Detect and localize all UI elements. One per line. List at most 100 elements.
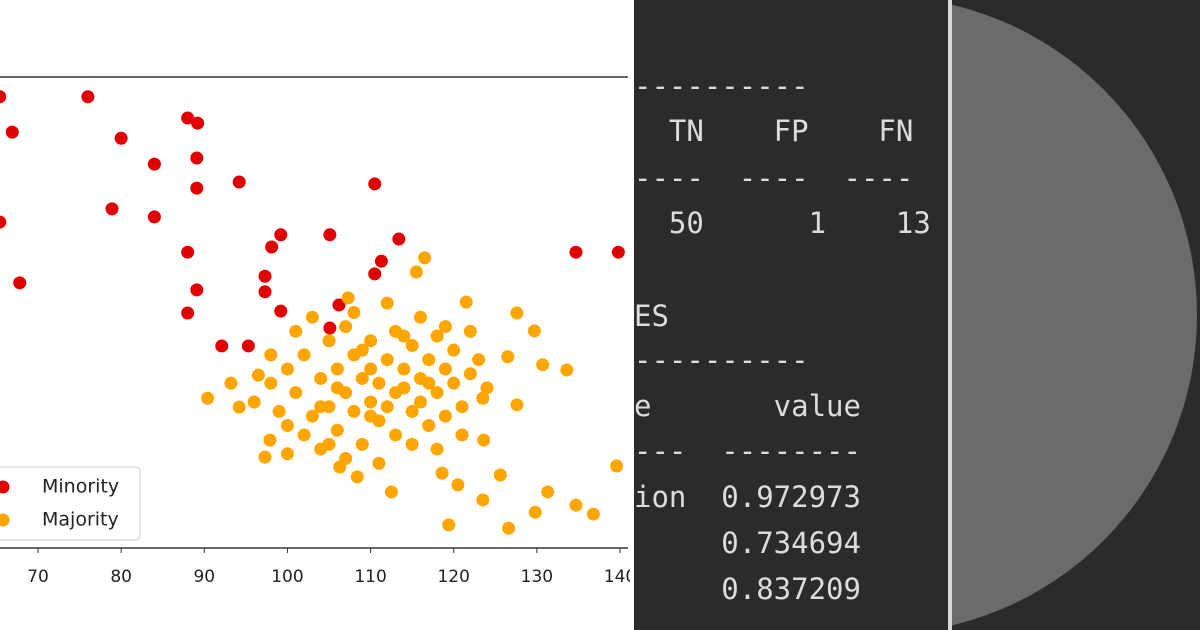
point [305,409,319,423]
point [5,125,19,139]
x-tick-label: 120 [437,567,469,587]
point [430,442,444,456]
point [435,466,449,480]
point [258,450,272,464]
point [280,362,294,376]
x-tick-label: 80 [110,567,132,587]
point [364,334,378,348]
divider [948,0,952,630]
x-tick-label: 90 [193,567,215,587]
point [476,493,490,507]
point [372,456,386,470]
point [215,339,229,353]
point [438,409,452,423]
terminal-line: ---------- [634,343,809,377]
point [364,395,378,409]
point [397,329,411,343]
point [330,362,344,376]
point [463,324,477,338]
point [251,368,265,382]
point [264,376,278,390]
point [413,310,427,324]
point [422,419,436,433]
point [332,298,346,312]
point [191,116,205,130]
point [409,265,423,279]
point [451,478,465,492]
point [455,400,469,414]
terminal-line: 50 1 13 [634,206,931,240]
point [297,348,311,362]
point [442,518,456,532]
terminal-line: --- -------- [634,434,861,468]
point [323,228,337,242]
point [232,175,246,189]
point [422,376,436,390]
point [347,404,361,418]
point [536,358,550,372]
point [274,304,288,318]
legend-label: Minority [42,476,119,498]
point [339,320,353,334]
point [114,131,128,145]
point [422,353,436,367]
terminal-line: 0.837209 [634,572,861,606]
point [610,459,624,473]
point [339,452,353,466]
point [181,306,195,320]
terminal: ---------- TN FP FN ---- ---- ---- 50 1 … [634,0,948,630]
point [341,291,355,305]
point [297,428,311,442]
point [190,151,204,165]
x-tick-label: 100 [271,567,303,587]
circle [952,4,1197,626]
point [569,245,583,259]
point [586,507,600,521]
legend [0,466,141,541]
point [323,321,337,335]
point [350,470,364,484]
point [274,228,288,242]
point [147,210,161,224]
point [289,324,303,338]
point [510,306,524,320]
point [314,371,328,385]
point [105,202,119,216]
point [263,433,277,447]
point [232,400,246,414]
terminal-line: ion 0.972973 [634,480,861,514]
point [0,90,7,104]
point [190,283,204,297]
point [374,254,388,268]
point [438,320,452,334]
point [355,343,369,357]
point [510,398,524,412]
terminal-line: ES [634,299,669,333]
point [501,350,515,364]
circle-graphic [952,4,1197,626]
point [330,381,344,395]
point [397,362,411,376]
point [241,339,255,353]
point [322,437,336,451]
point [368,267,382,281]
point [364,362,378,376]
point [476,391,490,405]
point [355,371,369,385]
legend-label: Majority [42,509,119,531]
point [502,521,516,535]
point [258,285,272,299]
point [528,505,542,519]
x-tick-label: 70 [27,567,49,587]
point [493,468,507,482]
point [472,353,486,367]
x-tick-label: 130 [521,567,553,587]
point [380,296,394,310]
point [405,338,419,352]
point [569,498,583,512]
side-panel [952,0,1200,630]
point [201,391,215,405]
legend-marker [0,513,10,527]
chart: 70 80 90 100 110 120 130 140 Minority Majority [0,76,630,587]
